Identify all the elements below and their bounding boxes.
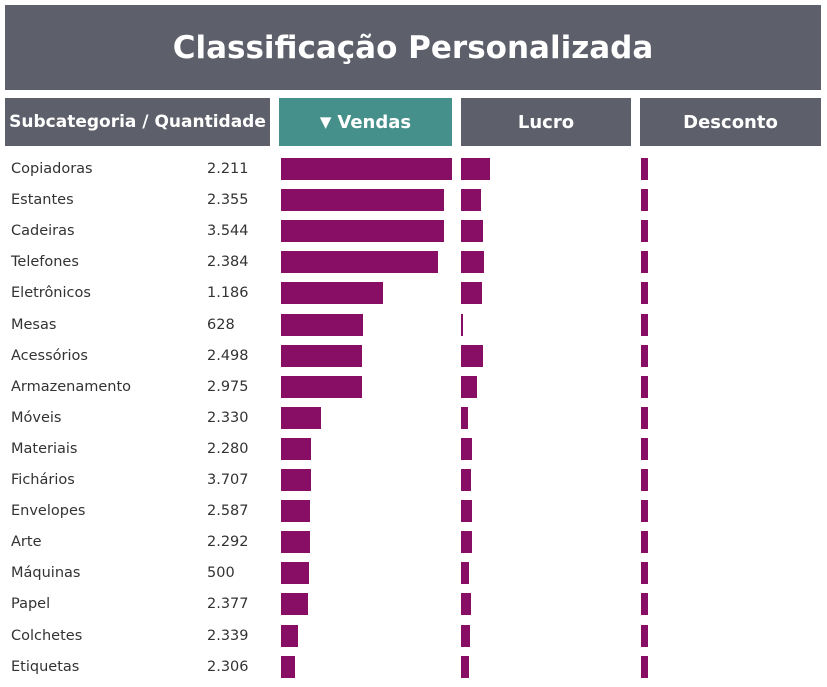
- column-header-subcategory[interactable]: Subcategoria / Quantidade: [5, 98, 270, 146]
- bar-desconto[interactable]: [641, 655, 648, 678]
- bar-desconto[interactable]: [641, 562, 648, 585]
- bar-desconto[interactable]: [641, 282, 648, 305]
- bar-desconto[interactable]: [641, 531, 648, 554]
- bar-vendas[interactable]: [281, 531, 311, 554]
- quantity-label: 3.707: [207, 472, 249, 488]
- bar-vendas[interactable]: [281, 313, 363, 336]
- bar-desconto[interactable]: [641, 437, 648, 460]
- quantity-label: 2.384: [207, 254, 249, 271]
- bar-vendas[interactable]: [281, 406, 321, 429]
- column-header-profit-label: Lucro: [517, 111, 575, 133]
- bar-lucro[interactable]: [461, 531, 472, 554]
- subcategory-label: Móveis: [11, 409, 62, 426]
- quantity-label: 2.211: [207, 161, 249, 177]
- bar-desconto[interactable]: [641, 406, 648, 429]
- bar-lucro[interactable]: [461, 624, 470, 647]
- bar-lucro[interactable]: [461, 344, 483, 367]
- subcategory-label: Materiais: [11, 440, 78, 457]
- bar-desconto[interactable]: [641, 313, 648, 336]
- quantity-label: 2.975: [207, 378, 249, 395]
- bar-lucro[interactable]: [461, 593, 471, 616]
- column-header-discount[interactable]: Desconto: [640, 98, 821, 146]
- subcategory-label: Telefones: [11, 254, 79, 271]
- bar-lucro[interactable]: [461, 469, 471, 491]
- quantity-label: 1.186: [207, 285, 249, 302]
- quantity-label: 2.280: [207, 440, 249, 457]
- quantity-label: 2.498: [207, 347, 249, 364]
- bar-vendas[interactable]: [281, 344, 363, 367]
- subcategory-label: Papel: [11, 596, 51, 613]
- bar-vendas[interactable]: [281, 562, 310, 585]
- bar-lucro[interactable]: [461, 437, 472, 460]
- bar-vendas[interactable]: [281, 189, 445, 212]
- dashboard-title: Classificação Personalizada: [5, 5, 821, 90]
- bar-vendas[interactable]: [281, 469, 311, 491]
- subcategory-label: Armazenamento: [11, 378, 132, 395]
- bar-vendas[interactable]: [281, 282, 383, 305]
- quantity-label: 2.330: [207, 409, 249, 426]
- dashboard-title-text: Classificação Personalizada: [172, 29, 654, 66]
- column-header-profit[interactable]: Lucro: [461, 98, 631, 146]
- subcategory-label: Envelopes: [11, 503, 86, 520]
- bar-lucro[interactable]: [461, 562, 469, 585]
- bar-desconto[interactable]: [641, 344, 648, 367]
- subcategory-label: Mesas: [11, 316, 57, 333]
- bar-desconto[interactable]: [641, 189, 648, 212]
- subcategory-label: Cadeiras: [11, 223, 75, 240]
- bar-desconto[interactable]: [641, 220, 648, 243]
- quantity-label: 2.377: [207, 596, 249, 613]
- subcategory-label: Etiquetas: [11, 658, 80, 675]
- quantity-label: 500: [207, 565, 235, 582]
- bar-vendas[interactable]: [281, 437, 311, 460]
- bar-lucro[interactable]: [461, 220, 483, 243]
- subcategory-label: Acessórios: [11, 347, 88, 364]
- column-header-sales-label: Vendas: [337, 111, 412, 133]
- bar-lucro[interactable]: [461, 406, 468, 429]
- bar-lucro[interactable]: [461, 282, 482, 305]
- bar-desconto[interactable]: [641, 469, 648, 491]
- bar-vendas[interactable]: [281, 251, 438, 274]
- subcategory-label: Eletrônicos: [11, 285, 91, 302]
- bar-vendas[interactable]: [281, 220, 445, 243]
- bar-lucro[interactable]: [461, 313, 463, 336]
- bar-desconto[interactable]: [641, 158, 648, 180]
- bar-desconto[interactable]: [641, 500, 648, 523]
- bar-lucro[interactable]: [461, 375, 477, 398]
- bar-vendas[interactable]: [281, 500, 311, 523]
- subcategory-label: Máquinas: [11, 565, 81, 582]
- subcategory-label: Copiadoras: [11, 161, 93, 177]
- quantity-label: 2.339: [207, 627, 249, 644]
- bar-lucro[interactable]: [461, 655, 469, 678]
- bar-vendas[interactable]: [281, 655, 296, 678]
- subcategory-label: Fichários: [11, 472, 75, 488]
- quantity-label: 2.355: [207, 192, 249, 209]
- bar-desconto[interactable]: [641, 251, 648, 274]
- quantity-label: 2.292: [207, 534, 249, 551]
- quantity-label: 628: [207, 316, 235, 333]
- column-header-discount-label: Desconto: [683, 111, 778, 133]
- bar-vendas[interactable]: [281, 375, 363, 398]
- subcategory-label: Arte: [11, 534, 42, 551]
- bar-lucro[interactable]: [461, 189, 481, 212]
- bar-lucro[interactable]: [461, 158, 490, 180]
- quantity-label: 3.544: [207, 223, 249, 240]
- bar-desconto[interactable]: [641, 593, 648, 616]
- bar-vendas[interactable]: [281, 624, 298, 647]
- bar-vendas[interactable]: [281, 158, 452, 180]
- quantity-label: 2.306: [207, 658, 249, 675]
- subcategory-label: Colchetes: [11, 627, 83, 644]
- bar-desconto[interactable]: [641, 375, 648, 398]
- bar-desconto[interactable]: [641, 624, 648, 647]
- sort-descending-icon: ▼: [319, 113, 332, 131]
- bar-lucro[interactable]: [461, 500, 472, 523]
- bar-vendas[interactable]: [281, 593, 309, 616]
- column-header-subcategory-label: Subcategoria / Quantidade: [9, 112, 266, 132]
- quantity-label: 2.587: [207, 503, 249, 520]
- bar-lucro[interactable]: [461, 251, 484, 274]
- subcategory-label: Estantes: [11, 192, 74, 209]
- column-header-sales[interactable]: ▼ Vendas: [279, 98, 452, 146]
